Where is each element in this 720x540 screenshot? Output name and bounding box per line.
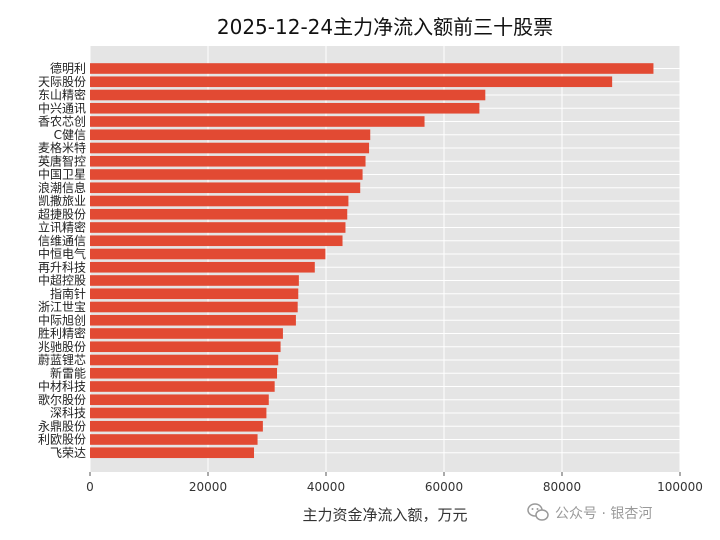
category-label: 中超控股 — [38, 273, 86, 288]
category-label: 麦格米特 — [38, 140, 86, 155]
category-label: 指南针 — [50, 286, 86, 301]
category-label: 中兴通讯 — [38, 100, 86, 115]
bar — [90, 367, 278, 379]
bar — [90, 394, 269, 406]
category-label: 蔚蓝锂芯 — [38, 352, 86, 367]
bar — [90, 102, 480, 114]
x-tick-label: 80000 — [543, 480, 581, 494]
bar — [90, 407, 267, 419]
category-label: 香农芯创 — [38, 115, 86, 129]
x-axis-ticks: 0 20000 40000 60000 80000 100000 — [86, 472, 703, 494]
bar — [90, 195, 349, 207]
category-label: 兆驰股份 — [38, 340, 86, 354]
category-label: 深科技 — [50, 406, 86, 420]
category-label: 中国卫星 — [38, 167, 86, 182]
category-label: 中恒电气 — [38, 246, 86, 261]
bar — [90, 235, 343, 247]
category-label: 中际旭创 — [38, 312, 86, 327]
bar — [90, 275, 299, 286]
category-label: 利欧股份 — [38, 433, 86, 447]
watermark: 公众号 · 银杏河 — [527, 503, 652, 522]
bar — [90, 89, 486, 101]
bar — [90, 434, 258, 445]
bar — [90, 169, 363, 180]
bar — [90, 116, 425, 127]
bar — [90, 63, 654, 74]
bar — [90, 341, 281, 353]
watermark-text: 公众号 · 银杏河 — [555, 506, 652, 522]
wechat-icon — [527, 503, 549, 521]
category-label: 新雷能 — [50, 365, 86, 380]
bar — [90, 328, 283, 339]
category-label: 飞荣达 — [50, 446, 86, 460]
bar — [90, 314, 296, 326]
x-tick-label: 20000 — [189, 480, 227, 494]
x-axis-label: 主力资金净流入额，万元 — [302, 506, 467, 524]
bar — [90, 301, 298, 313]
bar — [90, 381, 275, 392]
category-label: 中材科技 — [38, 379, 86, 394]
bar — [90, 248, 326, 260]
category-label: 超捷股份 — [38, 206, 86, 221]
chart-title: 2025-12-24主力净流入额前三十股票 — [217, 15, 553, 39]
bar — [90, 155, 366, 167]
category-label: 德明利 — [50, 61, 86, 76]
bar — [90, 447, 255, 459]
category-label: 凯撒旅业 — [38, 193, 86, 208]
category-label: 天际股份 — [38, 75, 86, 89]
category-label: 胜利精密 — [38, 326, 86, 341]
category-label: 歌尔股份 — [38, 392, 86, 407]
bar — [90, 261, 315, 273]
bar — [90, 129, 371, 141]
category-labels: 德明利天际股份东山精密中兴通讯香农芯创C健信麦格米特英唐智控中国卫星浪潮信息凯撒… — [38, 61, 86, 460]
category-label: 信维通信 — [38, 234, 86, 248]
category-label: C健信 — [54, 128, 86, 142]
category-label: 英唐智控 — [38, 153, 86, 168]
category-label: 永鼎股份 — [38, 419, 86, 433]
bar — [90, 142, 370, 154]
category-label: 立讯精密 — [38, 220, 86, 235]
category-label: 浙江世宝 — [38, 300, 86, 314]
bar — [90, 222, 346, 233]
category-label: 东山精密 — [38, 87, 86, 102]
category-label: 再升科技 — [38, 260, 86, 274]
bar — [90, 76, 613, 88]
x-tick-label: 0 — [86, 480, 94, 494]
bar — [90, 420, 263, 432]
bar — [90, 182, 361, 194]
bar — [90, 208, 348, 220]
bar — [90, 288, 299, 300]
bar — [90, 354, 279, 366]
bars — [90, 63, 654, 459]
x-tick-label: 100000 — [657, 480, 703, 494]
x-tick-label: 60000 — [425, 480, 463, 494]
category-label: 浪潮信息 — [38, 180, 86, 195]
x-tick-label: 40000 — [307, 480, 345, 494]
